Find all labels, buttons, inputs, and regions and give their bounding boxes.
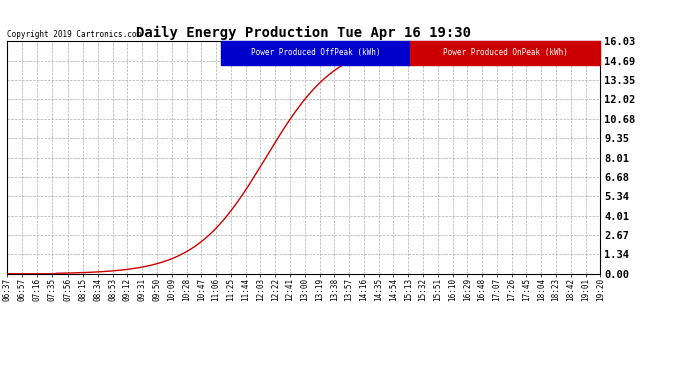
Title: Daily Energy Production Tue Apr 16 19:30: Daily Energy Production Tue Apr 16 19:30 xyxy=(136,26,471,40)
Bar xyxy=(221,41,411,64)
Bar xyxy=(411,41,600,64)
Text: Power Produced OnPeak (kWh): Power Produced OnPeak (kWh) xyxy=(443,48,568,57)
Text: Power Produced OffPeak (kWh): Power Produced OffPeak (kWh) xyxy=(250,48,380,57)
Text: Copyright 2019 Cartronics.com: Copyright 2019 Cartronics.com xyxy=(7,30,141,39)
